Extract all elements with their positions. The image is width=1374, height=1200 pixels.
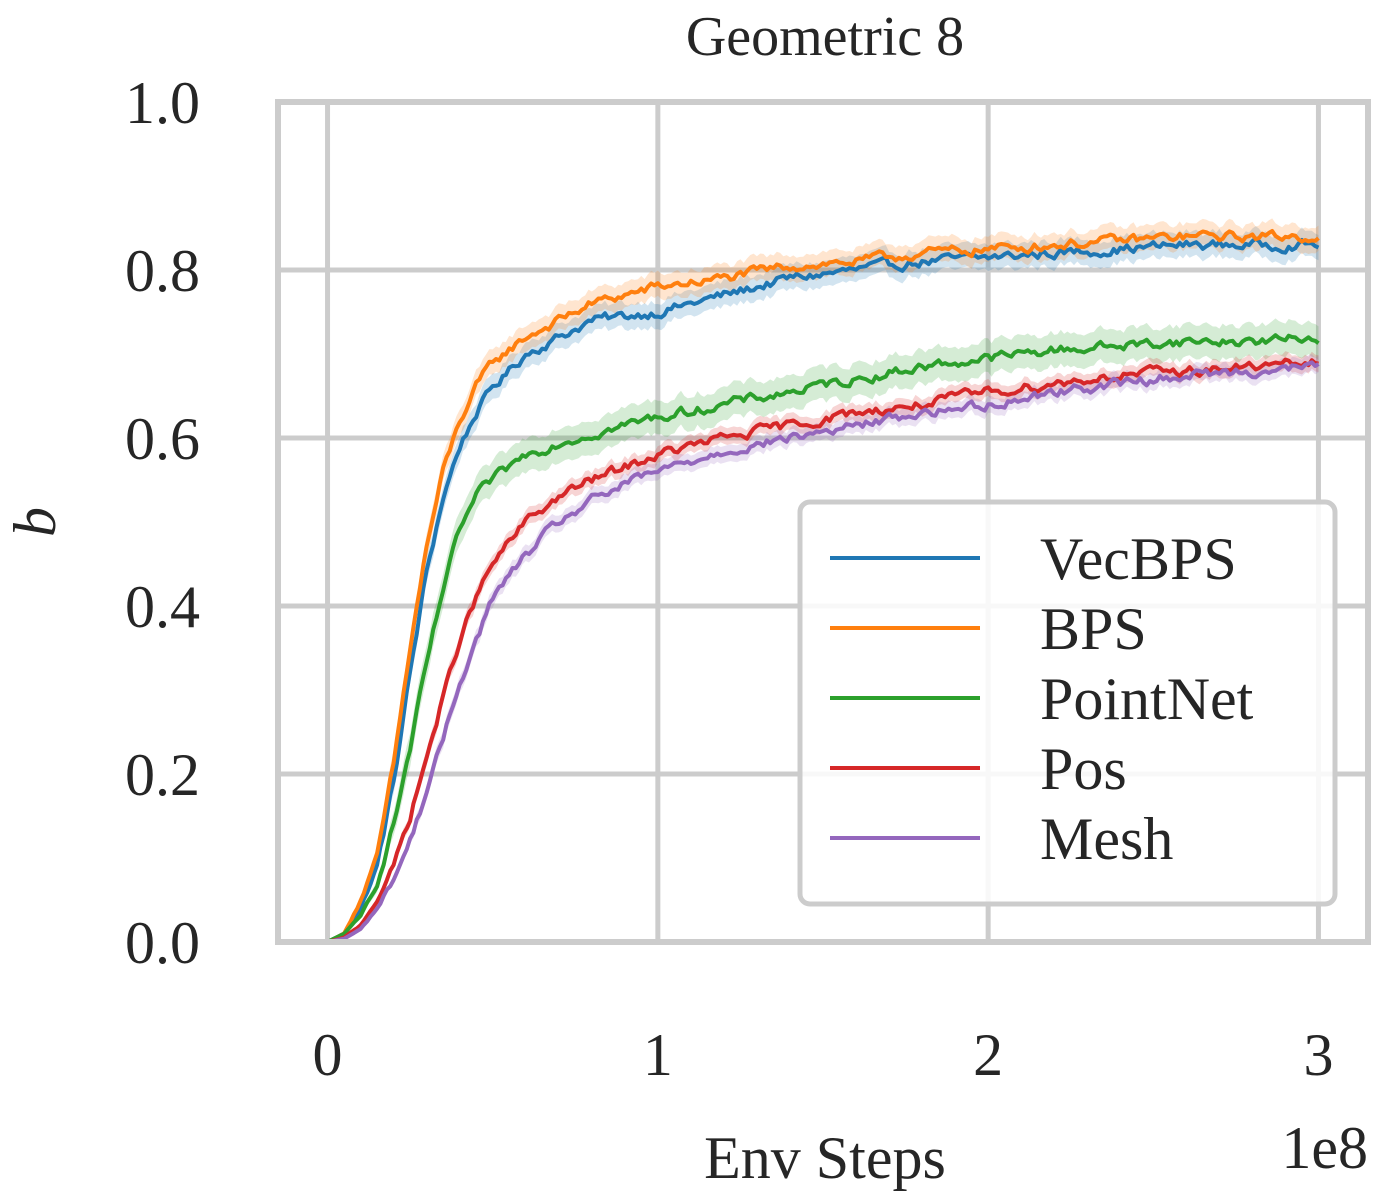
series-line-mesh <box>327 360 1320 944</box>
legend-label-pos: Pos <box>1040 736 1127 802</box>
y-tick-label: 1.0 <box>125 70 200 136</box>
x-tick-label: 0 <box>313 1022 343 1088</box>
x-tick-label: 1 <box>643 1022 673 1088</box>
y-tick-label: 0.0 <box>125 910 200 976</box>
plot-frame <box>275 99 1371 945</box>
series-line-pointnet <box>326 333 1320 944</box>
y-axis-label: b <box>2 507 68 537</box>
legend-label-mesh: Mesh <box>1040 806 1173 872</box>
x-offset-label: 1e8 <box>1281 1115 1368 1181</box>
y-tick-label: 0.2 <box>125 742 200 808</box>
series-line-pos <box>326 357 1319 944</box>
y-tick-label: 0.6 <box>125 406 200 472</box>
y-tick-label: 0.4 <box>125 574 200 640</box>
legend-label-pointnet: PointNet <box>1040 666 1254 732</box>
x-tick-labels: 0 1 2 3 <box>313 1022 1334 1088</box>
series-line-vecbps <box>326 236 1320 944</box>
x-tick-label: 3 <box>1303 1022 1333 1088</box>
y-tick-labels: 0.0 0.2 0.4 0.6 0.8 1.0 <box>125 70 200 976</box>
legend-label-vecbps: VecBPS <box>1040 526 1237 592</box>
legend-label-bps: BPS <box>1040 596 1147 662</box>
series-line-bps <box>326 229 1320 944</box>
chart-title: Geometric 8 <box>686 6 964 68</box>
legend-box <box>797 499 1338 907</box>
x-tick-label: 2 <box>973 1022 1003 1088</box>
y-tick-label: 0.8 <box>125 238 200 304</box>
x-axis-label: Env Steps <box>704 1125 946 1191</box>
series-lines <box>326 229 1320 944</box>
